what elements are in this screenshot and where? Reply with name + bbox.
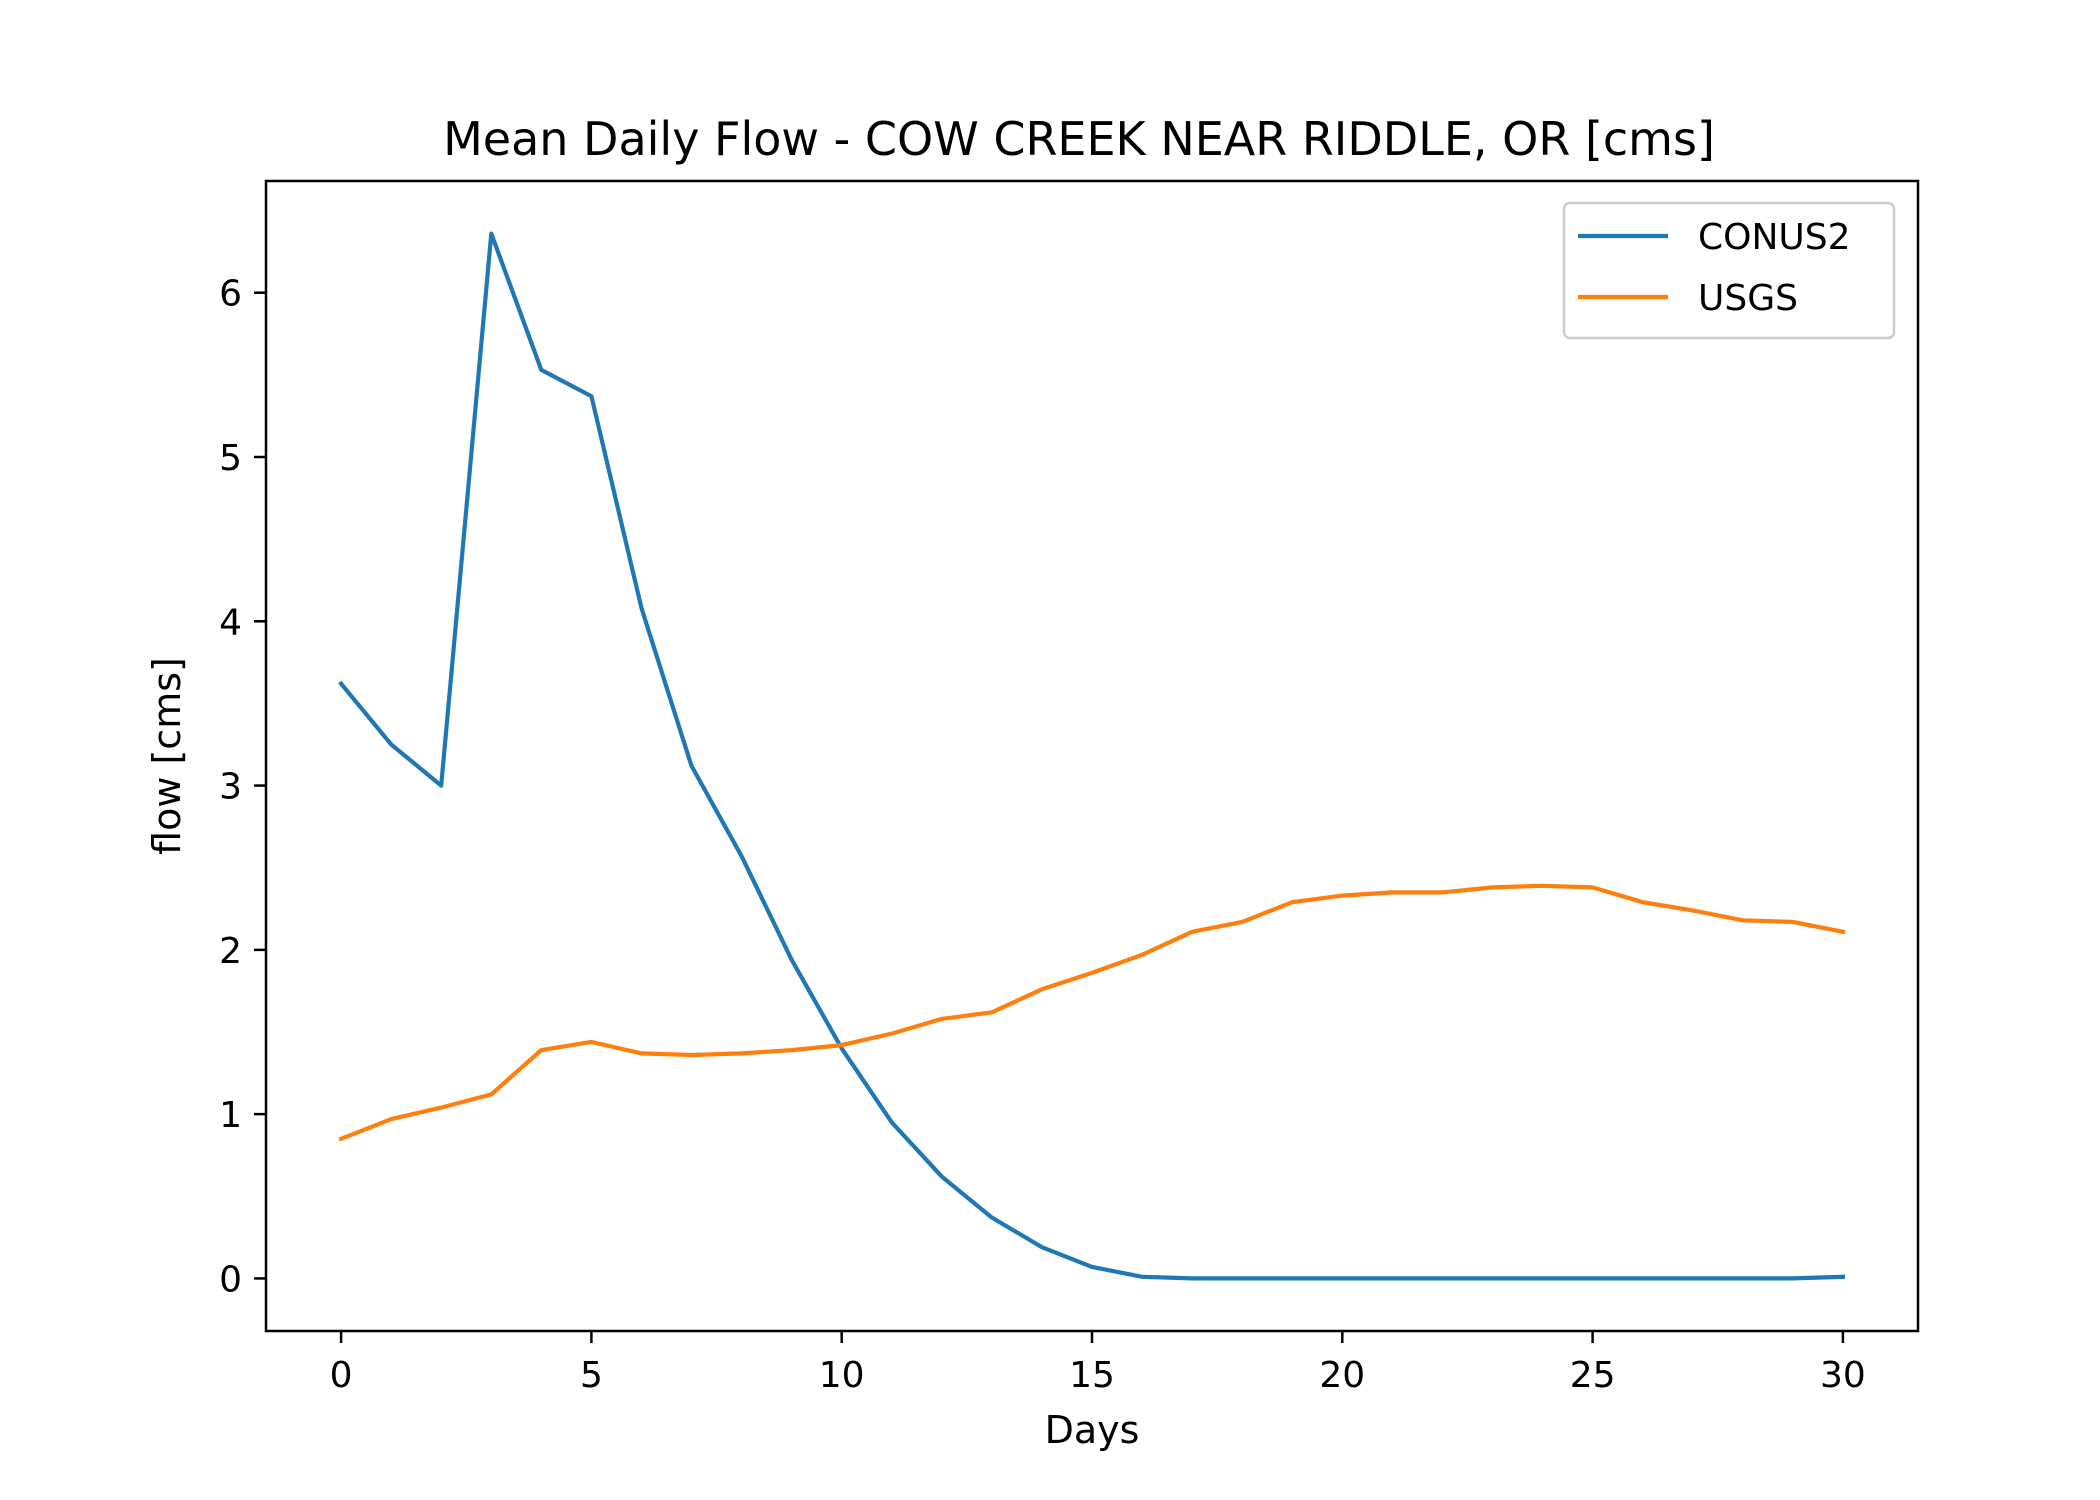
chart-legend: CONUS2 USGS [1562,201,1896,340]
x-tick-label: 30 [1820,1355,1866,1396]
y-axis-ticks: 0 1 2 3 4 5 6 [219,274,266,1300]
x-tick-label: 25 [1570,1355,1616,1396]
series-lines [338,231,1846,1281]
y-tick-label: 4 [219,602,242,643]
y-tick-label: 0 [219,1259,242,1300]
y-tick-label: 3 [219,767,242,808]
legend-label: CONUS2 [1698,217,1851,258]
x-tick-label: 10 [819,1355,865,1396]
x-axis-ticks: 0 5 10 15 20 25 30 [330,1331,1866,1396]
legend-label: USGS [1698,278,1798,319]
series-line-conus2 [338,231,1846,1281]
plot-area-frame [264,179,1920,1333]
series-line-usgs [338,883,1846,1142]
y-tick-label: 6 [219,274,242,315]
x-tick-label: 5 [580,1355,603,1396]
y-axis-label: flow [cms] [145,657,189,855]
x-tick-label: 15 [1069,1355,1115,1396]
x-tick-label: 0 [330,1355,353,1396]
x-axis-label: Days [1045,1408,1140,1452]
chart-title: Mean Daily Flow - COW CREEK NEAR RIDDLE,… [443,112,1715,166]
x-tick-label: 20 [1319,1355,1365,1396]
y-tick-label: 2 [219,931,242,972]
y-tick-label: 1 [219,1095,242,1136]
y-tick-label: 5 [219,438,242,479]
